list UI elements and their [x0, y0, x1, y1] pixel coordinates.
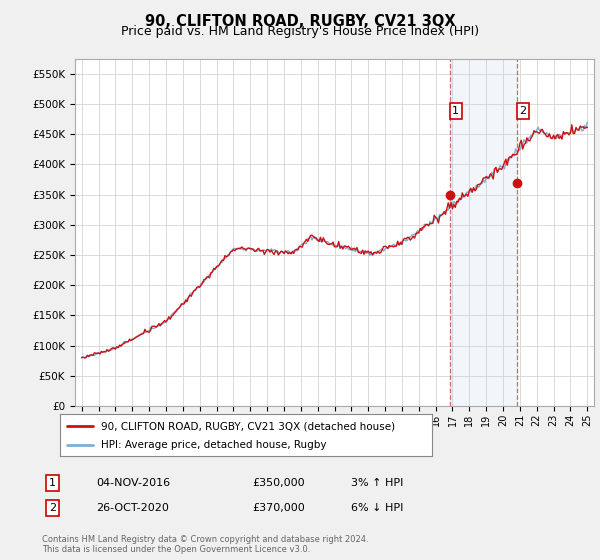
Text: £370,000: £370,000 [252, 503, 305, 513]
Text: 90, CLIFTON ROAD, RUGBY, CV21 3QX (detached house): 90, CLIFTON ROAD, RUGBY, CV21 3QX (detac… [101, 421, 395, 431]
Text: 1: 1 [49, 478, 56, 488]
Text: 3% ↑ HPI: 3% ↑ HPI [351, 478, 403, 488]
Text: Contains HM Land Registry data © Crown copyright and database right 2024.
This d: Contains HM Land Registry data © Crown c… [42, 535, 368, 554]
Text: 04-NOV-2016: 04-NOV-2016 [96, 478, 170, 488]
Text: 2: 2 [49, 503, 56, 513]
Text: 26-OCT-2020: 26-OCT-2020 [96, 503, 169, 513]
Text: HPI: Average price, detached house, Rugby: HPI: Average price, detached house, Rugb… [101, 440, 326, 450]
Bar [450, 59, 517, 406]
Text: Price paid vs. HM Land Registry's House Price Index (HPI): Price paid vs. HM Land Registry's House … [121, 25, 479, 38]
Text: £350,000: £350,000 [252, 478, 305, 488]
Text: 6% ↓ HPI: 6% ↓ HPI [351, 503, 403, 513]
Text: 2: 2 [520, 106, 526, 116]
Text: 90, CLIFTON ROAD, RUGBY, CV21 3QX: 90, CLIFTON ROAD, RUGBY, CV21 3QX [145, 14, 455, 29]
Text: 1: 1 [452, 106, 459, 116]
